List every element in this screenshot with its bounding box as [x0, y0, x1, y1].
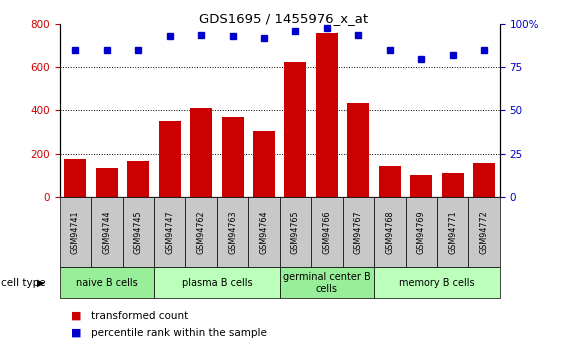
- Bar: [343, 197, 374, 267]
- Text: GSM94768: GSM94768: [385, 210, 394, 254]
- Bar: [60, 267, 154, 298]
- Text: ■: ■: [71, 328, 81, 338]
- Text: memory B cells: memory B cells: [399, 278, 475, 288]
- Text: GDS1695 / 1455976_x_at: GDS1695 / 1455976_x_at: [199, 12, 369, 25]
- Text: GSM94762: GSM94762: [197, 210, 206, 254]
- Text: ▶: ▶: [37, 278, 45, 288]
- Bar: [154, 267, 279, 298]
- Text: GSM94744: GSM94744: [102, 210, 111, 254]
- Bar: [280, 267, 374, 298]
- Bar: [311, 197, 343, 267]
- Bar: [285, 62, 307, 197]
- Bar: [154, 197, 185, 267]
- Text: GSM94765: GSM94765: [291, 210, 300, 254]
- Bar: [123, 197, 154, 267]
- Bar: [60, 197, 91, 267]
- Bar: [64, 159, 86, 197]
- Text: GSM94741: GSM94741: [71, 210, 80, 254]
- Text: GSM94766: GSM94766: [323, 210, 331, 254]
- Bar: [442, 173, 463, 197]
- Text: transformed count: transformed count: [91, 311, 188, 321]
- Text: naive B cells: naive B cells: [76, 278, 137, 288]
- Bar: [437, 197, 469, 267]
- Bar: [185, 197, 217, 267]
- Bar: [406, 197, 437, 267]
- Bar: [91, 197, 123, 267]
- Text: plasma B cells: plasma B cells: [182, 278, 252, 288]
- Bar: [473, 163, 495, 197]
- Text: GSM94764: GSM94764: [260, 210, 269, 254]
- Bar: [348, 103, 369, 197]
- Bar: [410, 175, 432, 197]
- Bar: [280, 197, 311, 267]
- Text: ■: ■: [71, 311, 81, 321]
- Text: GSM94772: GSM94772: [479, 210, 488, 254]
- Bar: [379, 167, 401, 197]
- Bar: [316, 33, 338, 197]
- Bar: [374, 267, 500, 298]
- Text: GSM94769: GSM94769: [417, 210, 426, 254]
- Text: GSM94771: GSM94771: [448, 210, 457, 254]
- Bar: [190, 108, 212, 197]
- Bar: [248, 197, 279, 267]
- Bar: [127, 161, 149, 197]
- Bar: [158, 121, 181, 197]
- Bar: [222, 117, 244, 197]
- Bar: [217, 197, 248, 267]
- Text: GSM94767: GSM94767: [354, 210, 363, 254]
- Text: GSM94763: GSM94763: [228, 210, 237, 254]
- Bar: [374, 197, 406, 267]
- Text: germinal center B
cells: germinal center B cells: [283, 272, 371, 294]
- Text: percentile rank within the sample: percentile rank within the sample: [91, 328, 267, 338]
- Bar: [253, 131, 275, 197]
- Text: GSM94745: GSM94745: [133, 210, 143, 254]
- Bar: [96, 168, 118, 197]
- Text: GSM94747: GSM94747: [165, 210, 174, 254]
- Text: cell type: cell type: [1, 278, 46, 288]
- Bar: [469, 197, 500, 267]
